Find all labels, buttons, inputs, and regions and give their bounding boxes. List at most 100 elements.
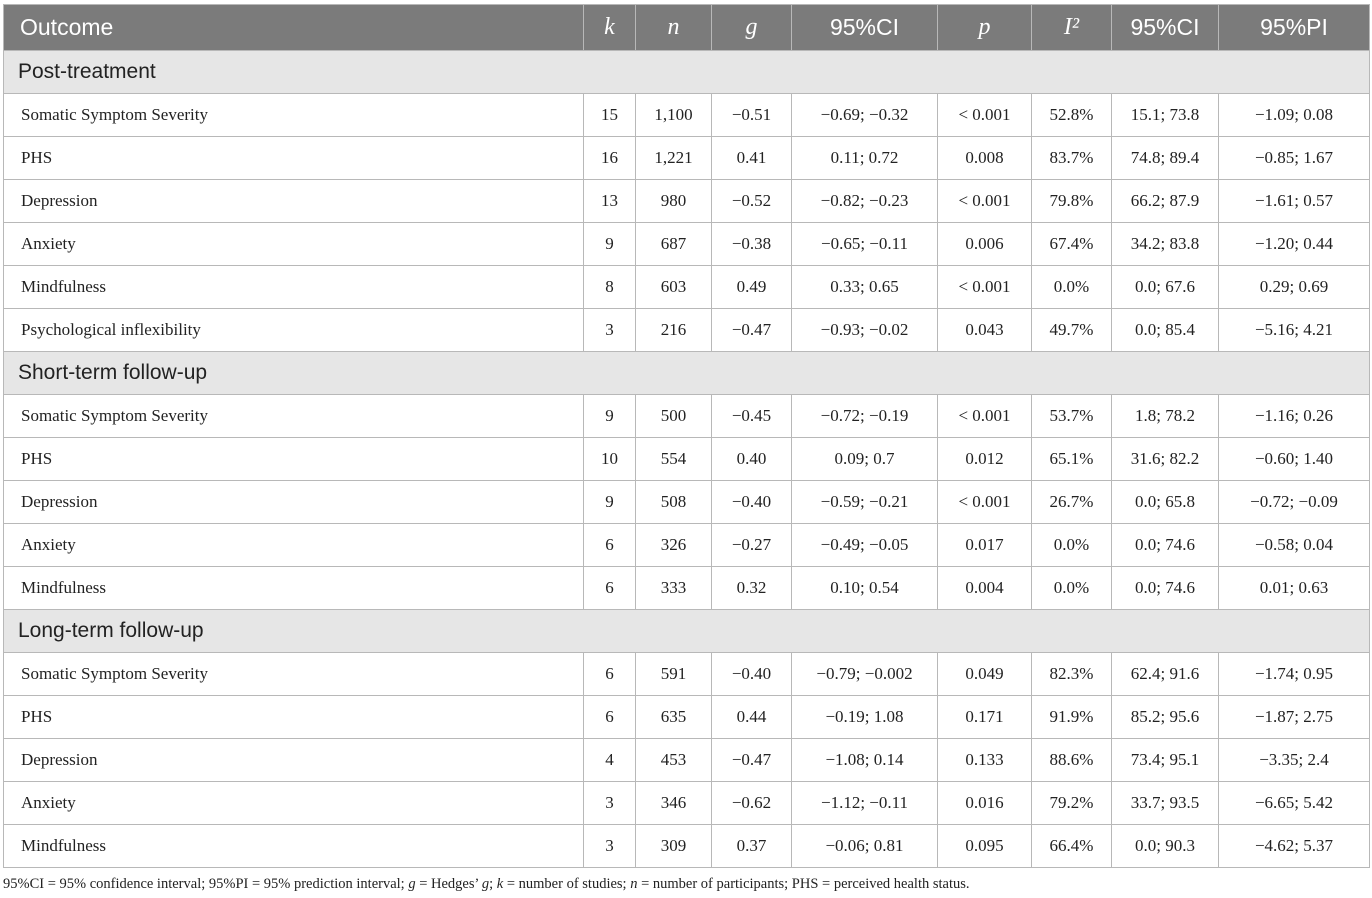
table-row: Somatic Symptom Severity 9 500 −0.45 −0.72; … (3, 394, 1370, 438)
header-n: n (635, 4, 712, 51)
footnote-k-symbol: k (496, 876, 504, 892)
cell-i2-ci: 74.8; 89.4 (1111, 136, 1219, 180)
header-95ci: 95%CI (791, 4, 938, 51)
section-row: Short-term follow-up (3, 351, 1370, 395)
cell-p: 0.012 (937, 437, 1032, 481)
cell-g: 0.37 (711, 824, 792, 868)
cell-outcome: Psychological inflexibility (3, 308, 584, 352)
cell-outcome: Mindfulness (3, 566, 584, 610)
cell-i2-ci: 31.6; 82.2 (1111, 437, 1219, 481)
cell-g: −0.45 (711, 394, 792, 438)
cell-ci: −0.59; −0.21 (791, 480, 938, 524)
cell-ci: −0.65; −0.11 (791, 222, 938, 266)
cell-p: 0.133 (937, 738, 1032, 782)
cell-i2: 79.2% (1031, 781, 1112, 825)
table-row: Mindfulness 6 333 0.32 0.10; 0.54 0.004 0.0% 0.… (3, 566, 1370, 610)
cell-g: −0.47 (711, 738, 792, 782)
cell-outcome: PHS (3, 695, 584, 739)
cell-n: 1,100 (635, 93, 712, 137)
cell-i2-ci: 0.0; 74.6 (1111, 566, 1219, 610)
cell-outcome: Anxiety (3, 523, 584, 567)
cell-i2: 82.3% (1031, 652, 1112, 696)
cell-k: 3 (583, 308, 636, 352)
cell-n: 326 (635, 523, 712, 567)
cell-g: −0.62 (711, 781, 792, 825)
cell-ci: −0.19; 1.08 (791, 695, 938, 739)
meta-analysis-results-table: Outcome k n g 95%CI p I² 95%CI 95%PI Pos… (3, 4, 1370, 868)
header-g: g (711, 4, 792, 51)
cell-pi: −1.09; 0.08 (1218, 93, 1370, 137)
cell-i2-ci: 0.0; 85.4 (1111, 308, 1219, 352)
cell-ci: −0.72; −0.19 (791, 394, 938, 438)
cell-p: < 0.001 (937, 179, 1032, 223)
cell-i2: 65.1% (1031, 437, 1112, 481)
cell-i2: 83.7% (1031, 136, 1112, 180)
cell-pi: −0.72; −0.09 (1218, 480, 1370, 524)
cell-k: 9 (583, 394, 636, 438)
cell-k: 3 (583, 781, 636, 825)
cell-k: 9 (583, 222, 636, 266)
cell-k: 8 (583, 265, 636, 309)
cell-i2: 79.8% (1031, 179, 1112, 223)
footnote-text-3: ; (489, 876, 497, 892)
cell-g: 0.49 (711, 265, 792, 309)
cell-p: 0.006 (937, 222, 1032, 266)
cell-k: 6 (583, 566, 636, 610)
cell-n: 687 (635, 222, 712, 266)
cell-ci: −0.69; −0.32 (791, 93, 938, 137)
cell-i2: 67.4% (1031, 222, 1112, 266)
header-row: Outcome k n g 95%CI p I² 95%CI 95%PI (3, 4, 1370, 51)
cell-k: 4 (583, 738, 636, 782)
cell-i2-ci: 0.0; 74.6 (1111, 523, 1219, 567)
cell-g: 0.32 (711, 566, 792, 610)
footnote-n-symbol: n (630, 876, 638, 892)
cell-g: −0.52 (711, 179, 792, 223)
section-title: Post-treatment (3, 50, 1370, 94)
cell-k: 16 (583, 136, 636, 180)
cell-i2-ci: 34.2; 83.8 (1111, 222, 1219, 266)
cell-k: 9 (583, 480, 636, 524)
cell-n: 635 (635, 695, 712, 739)
cell-p: < 0.001 (937, 265, 1032, 309)
cell-outcome: PHS (3, 437, 584, 481)
cell-i2-ci: 15.1; 73.8 (1111, 93, 1219, 137)
cell-ci: −1.12; −0.11 (791, 781, 938, 825)
cell-g: −0.38 (711, 222, 792, 266)
cell-pi: −6.65; 5.42 (1218, 781, 1370, 825)
cell-outcome: Mindfulness (3, 824, 584, 868)
cell-ci: −0.82; −0.23 (791, 179, 938, 223)
cell-n: 1,221 (635, 136, 712, 180)
cell-pi: −4.62; 5.37 (1218, 824, 1370, 868)
cell-pi: −1.20; 0.44 (1218, 222, 1370, 266)
table-footnote: 95%CI = 95% confidence interval; 95%PI =… (3, 876, 970, 893)
cell-pi: 0.01; 0.63 (1218, 566, 1370, 610)
cell-n: 453 (635, 738, 712, 782)
cell-p: 0.043 (937, 308, 1032, 352)
cell-pi: −5.16; 4.21 (1218, 308, 1370, 352)
cell-outcome: Anxiety (3, 781, 584, 825)
results-table-container: Outcome k n g 95%CI p I² 95%CI 95%PI Pos… (3, 4, 1370, 868)
cell-outcome: PHS (3, 136, 584, 180)
cell-ci: −0.49; −0.05 (791, 523, 938, 567)
cell-p: 0.095 (937, 824, 1032, 868)
cell-pi: −0.58; 0.04 (1218, 523, 1370, 567)
cell-n: 508 (635, 480, 712, 524)
table-row: Depression 13 980 −0.52 −0.82; −0.23 < 0.001 7… (3, 179, 1370, 223)
cell-p: 0.016 (937, 781, 1032, 825)
cell-k: 3 (583, 824, 636, 868)
table-row: Psychological inflexibility 3 216 −0.47 −0.9… (3, 308, 1370, 352)
cell-i2-ci: 62.4; 91.6 (1111, 652, 1219, 696)
cell-i2-ci: 0.0; 65.8 (1111, 480, 1219, 524)
cell-p: < 0.001 (937, 480, 1032, 524)
cell-i2: 49.7% (1031, 308, 1112, 352)
cell-k: 13 (583, 179, 636, 223)
cell-ci: 0.11; 0.72 (791, 136, 938, 180)
table-row: PHS 10 554 0.40 0.09; 0.7 0.012 65.1% 31.6; 82.… (3, 437, 1370, 481)
cell-k: 6 (583, 695, 636, 739)
header-k: k (583, 4, 636, 51)
cell-pi: −0.60; 1.40 (1218, 437, 1370, 481)
table-row: Anxiety 6 326 −0.27 −0.49; −0.05 0.017 0.0% 0.0… (3, 523, 1370, 567)
table-row: Mindfulness 8 603 0.49 0.33; 0.65 < 0.001 0.0%… (3, 265, 1370, 309)
table-row: Depression 4 453 −0.47 −1.08; 0.14 0.133 88.6%… (3, 738, 1370, 782)
table-row: PHS 6 635 0.44 −0.19; 1.08 0.171 91.9% 85.2; 95… (3, 695, 1370, 739)
